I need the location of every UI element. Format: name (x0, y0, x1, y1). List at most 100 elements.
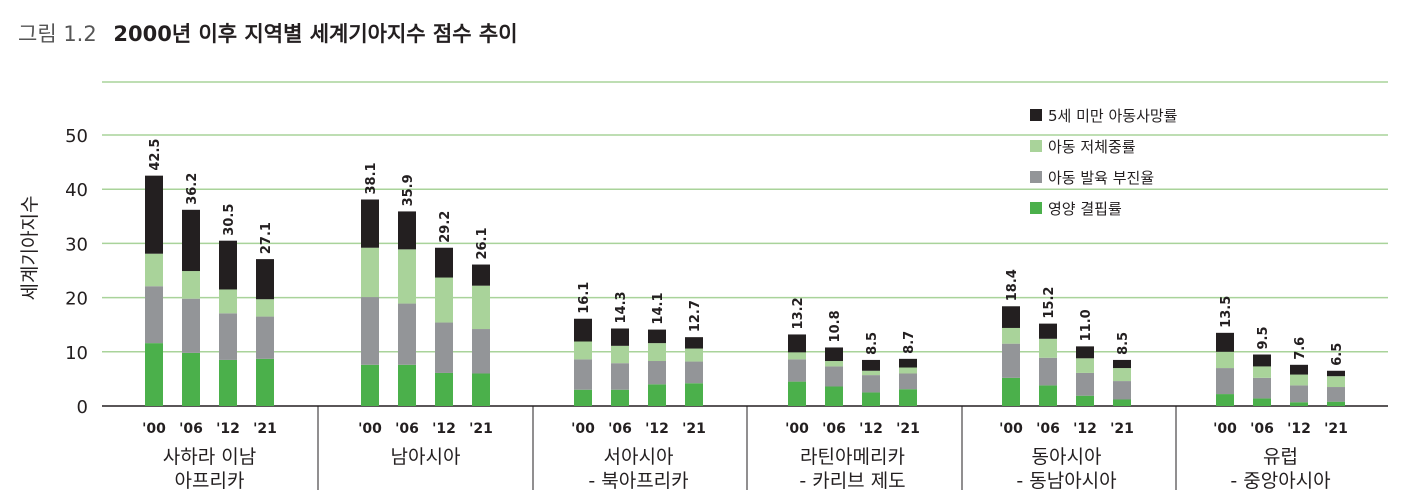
bar-segment (611, 389, 629, 406)
bar-segment (862, 375, 880, 393)
bar-segment (145, 343, 163, 406)
bar-segment (361, 247, 379, 298)
year-tick-label: '00 (142, 421, 166, 437)
bar-segment (1113, 368, 1131, 382)
bar-segment (256, 316, 274, 359)
year-tick-label: '21 (682, 421, 706, 437)
year-tick-label: '12 (432, 421, 456, 437)
region-label: 서아시아 (604, 446, 674, 468)
bar-segment (1216, 351, 1234, 369)
bar-segment (182, 271, 200, 299)
bar-total-label: 35.9 (401, 174, 416, 206)
bar-segment (685, 383, 703, 406)
bar-total-label: 26.1 (475, 227, 490, 259)
figure-title-text: 2000년 이후 지역별 세계기아지수 점수 추이 (113, 22, 518, 46)
bar-segment (611, 345, 629, 364)
bar-segment (788, 352, 806, 360)
year-tick-label: '12 (1073, 421, 1097, 437)
bar-segment (1113, 381, 1131, 400)
bar-segment (145, 286, 163, 344)
year-tick-label: '12 (216, 421, 240, 437)
figure-label: 그림 1.2 (18, 22, 97, 46)
bar-segment (182, 352, 200, 406)
bar-segment (1290, 385, 1308, 403)
y-tick-label: 30 (65, 234, 88, 255)
bar-segment (1076, 395, 1094, 406)
bar-segment (1076, 346, 1094, 359)
y-tick-label: 10 (65, 343, 88, 364)
bar-segment (825, 361, 843, 367)
bar-segment (899, 358, 917, 368)
bar-segment (435, 322, 453, 373)
bar-segment (862, 392, 880, 406)
legend-swatch (1030, 140, 1042, 152)
region-label: 사하라 이남 (163, 446, 256, 468)
legend-swatch (1030, 202, 1042, 214)
bar-segment (219, 313, 237, 360)
region-label: - 중앙아시아 (1230, 470, 1330, 492)
region-label: - 동남아시아 (1016, 470, 1116, 492)
region-label: 동아시아 (1032, 446, 1102, 468)
legend-swatch (1030, 109, 1042, 121)
bar-segment (1039, 323, 1057, 339)
year-tick-label: '21 (896, 421, 920, 437)
bar-segment (1002, 306, 1020, 328)
year-tick-label: '00 (785, 421, 809, 437)
bar-total-label: 14.1 (651, 292, 666, 324)
bar-segment (648, 384, 666, 406)
year-tick-label: '21 (1110, 421, 1134, 437)
region-label: 라틴아메리카 (800, 446, 905, 468)
year-tick-label: '06 (608, 421, 632, 437)
year-tick-label: '21 (469, 421, 493, 437)
legend-label: 아동 저체중률 (1048, 138, 1136, 156)
bar-segment (1290, 374, 1308, 386)
bar-segment (685, 348, 703, 362)
bar-segment (472, 373, 490, 406)
bar-segment (1216, 368, 1234, 395)
bar-total-label: 11.0 (1079, 309, 1094, 341)
bar-segment (1039, 338, 1057, 358)
bar-total-label: 8.5 (865, 332, 880, 355)
bar-total-label: 7.6 (1293, 337, 1308, 360)
region-label: - 북아프리카 (588, 470, 688, 492)
bar-segment (574, 318, 592, 342)
year-tick-label: '00 (1213, 421, 1237, 437)
bar-segment (145, 253, 163, 287)
y-tick-label: 50 (65, 126, 88, 147)
year-tick-label: '00 (999, 421, 1023, 437)
bar-segment (1290, 364, 1308, 375)
bar-segment (899, 389, 917, 406)
bar-segment (1253, 354, 1271, 367)
year-tick-label: '21 (253, 421, 277, 437)
year-tick-label: '00 (571, 421, 595, 437)
bar-segment (472, 264, 490, 286)
bar-total-label: 8.7 (902, 331, 917, 354)
bar-segment (398, 364, 416, 406)
year-tick-label: '06 (1250, 421, 1274, 437)
bar-total-label: 30.5 (222, 204, 237, 236)
bar-total-label: 13.5 (1219, 296, 1234, 328)
year-tick-label: '00 (358, 421, 382, 437)
bar-segment (1002, 343, 1020, 378)
year-tick-label: '06 (822, 421, 846, 437)
bar-total-label: 9.5 (1256, 326, 1271, 349)
bar-segment (435, 372, 453, 406)
bar-total-label: 8.5 (1116, 332, 1131, 355)
bar-total-label: 13.2 (791, 297, 806, 329)
bar-total-label: 16.1 (577, 282, 592, 314)
bar-segment (648, 329, 666, 344)
bar-segment (1327, 387, 1345, 402)
bar-total-label: 6.5 (1330, 343, 1345, 366)
bar-segment (899, 367, 917, 374)
bar-segment (899, 373, 917, 390)
y-tick-label: 0 (77, 397, 88, 418)
bar-segment (1253, 398, 1271, 406)
bar-segment (788, 359, 806, 382)
bar-segment (1076, 358, 1094, 373)
bar-segment (1113, 359, 1131, 369)
bar-segment (685, 337, 703, 349)
bar-segment (862, 359, 880, 371)
bar-segment (1216, 332, 1234, 352)
bar-segment (182, 298, 200, 353)
